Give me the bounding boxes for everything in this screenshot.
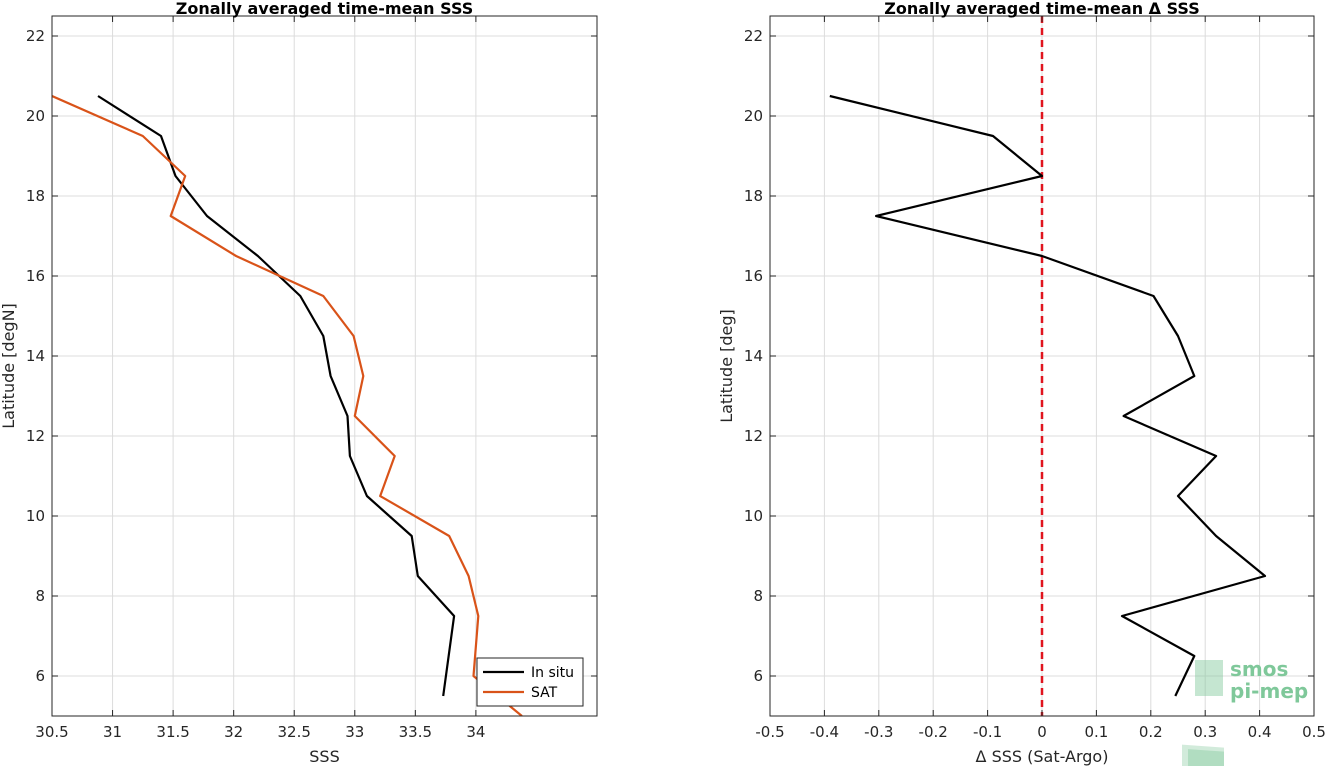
y-tick-label: 8 [753, 587, 763, 605]
y-tick-label: 16 [744, 267, 763, 285]
y-tick-label: 22 [26, 27, 45, 45]
axes-box [51, 15, 598, 717]
y-tick-label: 12 [26, 427, 45, 445]
legend-label: In situ [531, 665, 574, 681]
x-tick-label: 31.5 [156, 723, 189, 741]
y-tick-label: 6 [753, 667, 763, 685]
series-line-in-situ [97, 95, 456, 697]
y-tick-label: 22 [744, 27, 763, 45]
x-tick-label: 0.3 [1193, 723, 1217, 741]
y-tick-label: 20 [744, 107, 763, 125]
x-tick-label: -0.3 [864, 723, 893, 741]
x-tick-label: -0.2 [919, 723, 948, 741]
y-tick-label: 14 [26, 347, 45, 365]
smos-pi-mep-logo: smos pi-mep [1182, 657, 1308, 766]
y-tick-label: 20 [26, 107, 45, 125]
legend-box [476, 657, 584, 707]
x-tick-label: 31 [103, 723, 122, 741]
x-tick-label: 33.5 [399, 723, 432, 741]
x-tick-label: 34 [466, 723, 485, 741]
panel-left: 30.5 31 31.5 32 32.5 33 33.5 34 6 8 10 12 14 16 18 20 22… [0, 0, 598, 766]
y-tick-label: 14 [744, 347, 763, 365]
series-line-delta-sss [829, 94, 1267, 697]
y-tick-label: 6 [35, 667, 45, 685]
x-tick-label: 33 [345, 723, 364, 741]
x-tick-label: 0.1 [1084, 723, 1108, 741]
chart-title: Zonally averaged time-mean Δ SSS [884, 0, 1200, 18]
y-tick-label: 18 [26, 187, 45, 205]
x-tick-label: 0.4 [1248, 723, 1272, 741]
x-tick-label: 0 [1037, 723, 1047, 741]
y-tick-label: 18 [744, 187, 763, 205]
logo-icon [1182, 660, 1224, 766]
y-axis-label: Latitude [degN] [0, 303, 18, 429]
y-tick-label: 10 [26, 507, 45, 525]
x-tick-label: -0.4 [810, 723, 839, 741]
x-tick-label: 30.5 [35, 723, 68, 741]
y-axis-label: Latitude [deg] [717, 309, 736, 423]
logo-text-line2: pi-mep [1230, 679, 1308, 703]
panel-right: -0.5 -0.4 -0.3 -0.2 -0.1 0 0.1 0.2 0.3 0.4 0.5 6 8 10… [717, 0, 1326, 766]
y-tick-label: 12 [744, 427, 763, 445]
logo-text-line1: smos [1230, 657, 1288, 681]
legend-label: SAT [531, 685, 558, 701]
series-line-sat [52, 94, 523, 716]
x-axis-label: SSS [309, 747, 339, 766]
y-tick-label: 16 [26, 267, 45, 285]
x-axis-label: Δ SSS (Sat-Argo) [976, 747, 1109, 766]
x-tick-label: -0.5 [755, 723, 784, 741]
x-tick-label: -0.1 [973, 723, 1002, 741]
y-tick-label: 10 [744, 507, 763, 525]
legend: In situ SAT [476, 657, 584, 707]
chart-title: Zonally averaged time-mean SSS [176, 0, 474, 18]
x-tick-label: 0.2 [1139, 723, 1163, 741]
x-tick-label: 32.5 [278, 723, 311, 741]
y-tick-label: 8 [35, 587, 45, 605]
x-tick-label: 32 [224, 723, 243, 741]
x-tick-label: 0.5 [1302, 723, 1326, 741]
grid [51, 16, 597, 716]
